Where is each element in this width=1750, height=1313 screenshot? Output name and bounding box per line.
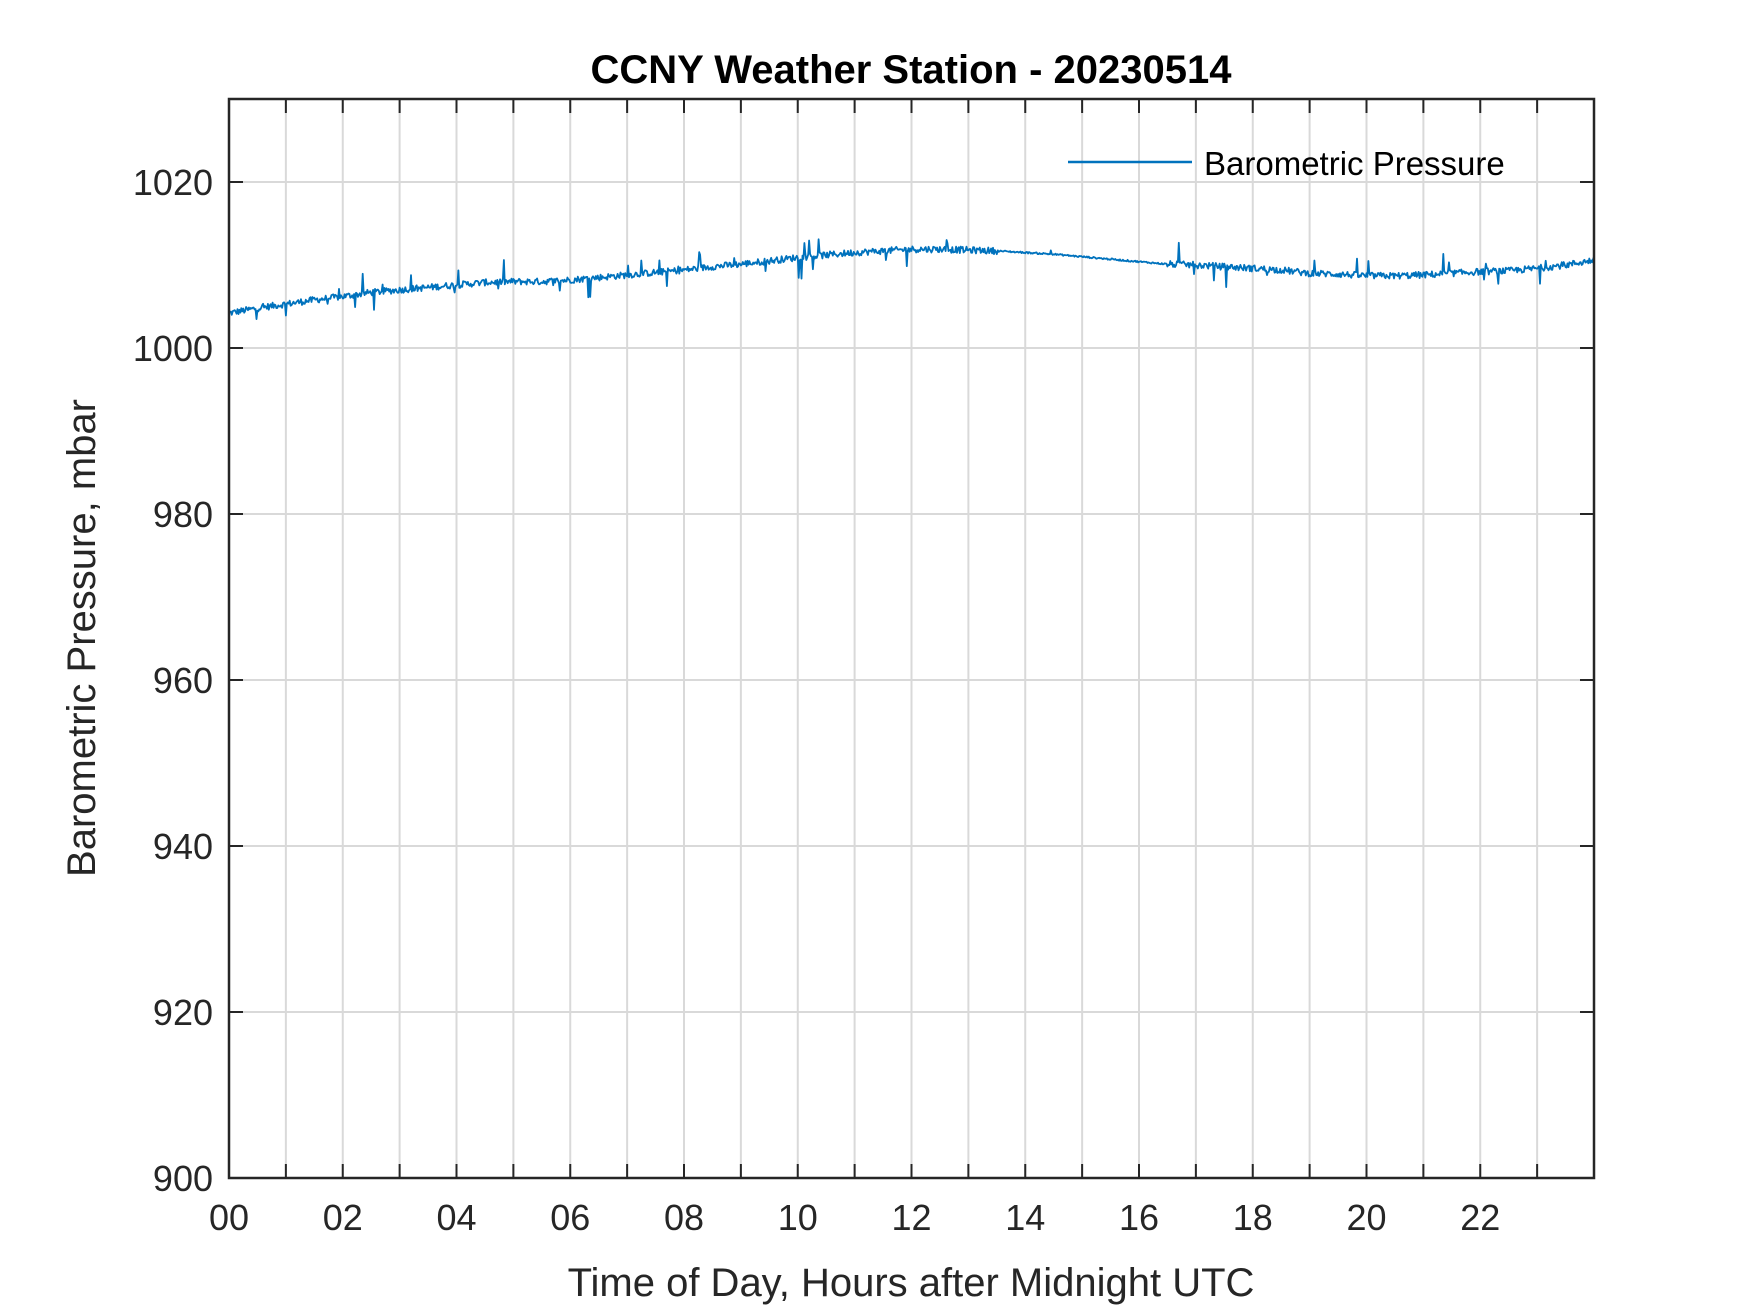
x-tick-label: 02 <box>323 1197 363 1238</box>
y-tick-label: 1020 <box>133 162 213 203</box>
x-tick-label: 10 <box>778 1197 818 1238</box>
x-axis-label: Time of Day, Hours after Midnight UTC <box>568 1261 1255 1305</box>
series-line-barometric-pressure <box>228 238 1595 320</box>
y-axis-label: Barometric Pressure, mbar <box>60 399 104 877</box>
tick-layer: 00 02 04 06 08 10 12 14 16 18 20 22 900 920 940 960 980 1… <box>133 99 1594 1238</box>
x-tick-label: 22 <box>1460 1197 1500 1238</box>
x-tick-label: 04 <box>436 1197 476 1238</box>
chart-title: CCNY Weather Station - 20230514 <box>591 48 1233 92</box>
x-tick-label: 20 <box>1346 1197 1386 1238</box>
grid-layer <box>228 99 1594 1179</box>
y-tick-label: 940 <box>153 826 213 867</box>
series-layer <box>228 238 1595 320</box>
x-tick-label: 12 <box>891 1197 931 1238</box>
x-tick-label: 06 <box>550 1197 590 1238</box>
x-tick-label: 16 <box>1119 1197 1159 1238</box>
x-tick-label: 08 <box>664 1197 704 1238</box>
y-tick-label: 900 <box>153 1158 213 1199</box>
legend-label-barometric-pressure: Barometric Pressure <box>1204 145 1505 182</box>
y-tick-label: 1000 <box>133 328 213 369</box>
x-tick-label: 14 <box>1005 1197 1045 1238</box>
y-tick-label: 980 <box>153 494 213 535</box>
x-tick-label: 00 <box>209 1197 249 1238</box>
x-tick-label: 18 <box>1233 1197 1273 1238</box>
chart-legend: Barometric Pressure <box>1068 145 1505 182</box>
y-tick-label: 960 <box>153 660 213 701</box>
y-tick-label: 920 <box>153 992 213 1033</box>
